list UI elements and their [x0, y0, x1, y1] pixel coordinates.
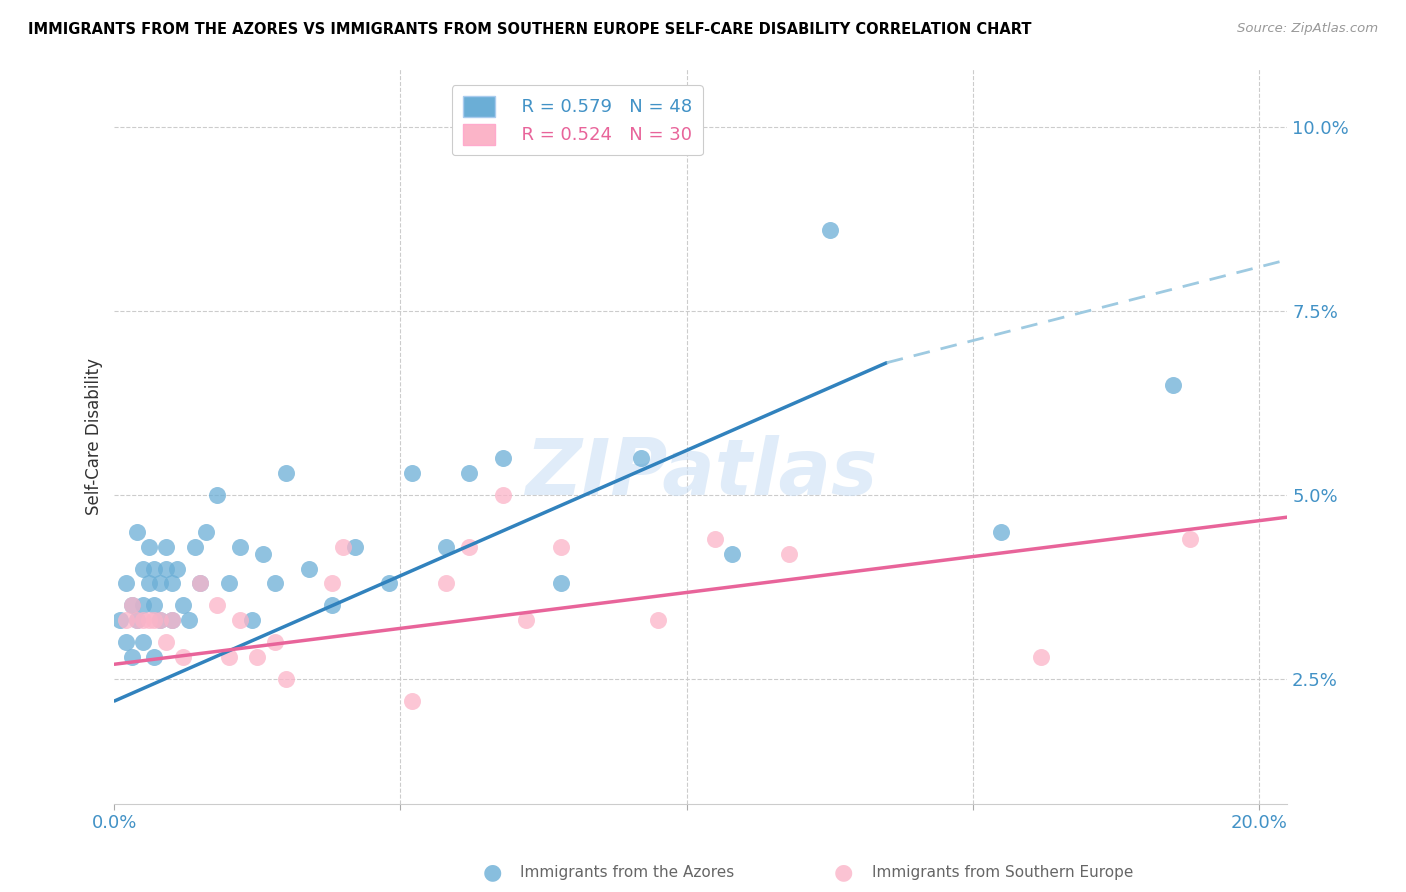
- Point: [218, 649, 240, 664]
- Point: [252, 547, 274, 561]
- Point: [990, 524, 1012, 539]
- Point: [401, 466, 423, 480]
- Point: [172, 649, 194, 664]
- Point: [458, 540, 481, 554]
- Point: [458, 466, 481, 480]
- Point: [1161, 377, 1184, 392]
- Point: [121, 599, 143, 613]
- Legend:   R = 0.579   N = 48,   R = 0.524   N = 30: R = 0.579 N = 48, R = 0.524 N = 30: [451, 85, 703, 155]
- Point: [127, 613, 149, 627]
- Point: [166, 561, 188, 575]
- Point: [155, 561, 177, 575]
- Point: [550, 576, 572, 591]
- Point: [378, 576, 401, 591]
- Point: [207, 488, 229, 502]
- Point: [149, 613, 172, 627]
- Point: [332, 540, 354, 554]
- Point: [149, 613, 172, 627]
- Point: [207, 599, 229, 613]
- Point: [188, 576, 211, 591]
- Point: [818, 223, 841, 237]
- Point: [143, 649, 166, 664]
- Point: [492, 488, 515, 502]
- Point: [434, 576, 457, 591]
- Point: [143, 613, 166, 627]
- Point: [172, 599, 194, 613]
- Point: [1178, 533, 1201, 547]
- Point: [401, 694, 423, 708]
- Point: [188, 576, 211, 591]
- Point: [343, 540, 366, 554]
- Text: ZIPatlas: ZIPatlas: [524, 435, 877, 511]
- Point: [779, 547, 801, 561]
- Point: [155, 635, 177, 649]
- Point: [143, 561, 166, 575]
- Point: [246, 649, 269, 664]
- Point: [143, 599, 166, 613]
- Point: [263, 635, 285, 649]
- Point: [115, 576, 138, 591]
- Point: [630, 451, 652, 466]
- Point: [434, 540, 457, 554]
- Point: [121, 599, 143, 613]
- Point: [132, 635, 155, 649]
- Point: [132, 613, 155, 627]
- Y-axis label: Self-Care Disability: Self-Care Disability: [86, 358, 103, 515]
- Point: [115, 635, 138, 649]
- Text: Immigrants from the Azores: Immigrants from the Azores: [520, 865, 734, 880]
- Point: [1031, 649, 1053, 664]
- Point: [274, 466, 297, 480]
- Point: [704, 533, 727, 547]
- Text: ●: ●: [482, 863, 502, 882]
- Point: [160, 576, 183, 591]
- Text: Immigrants from Southern Europe: Immigrants from Southern Europe: [872, 865, 1133, 880]
- Point: [263, 576, 285, 591]
- Point: [115, 613, 138, 627]
- Point: [155, 540, 177, 554]
- Point: [127, 613, 149, 627]
- Point: [183, 540, 205, 554]
- Point: [160, 613, 183, 627]
- Point: [240, 613, 263, 627]
- Text: Source: ZipAtlas.com: Source: ZipAtlas.com: [1237, 22, 1378, 36]
- Point: [229, 613, 252, 627]
- Point: [274, 672, 297, 686]
- Point: [721, 547, 744, 561]
- Point: [515, 613, 537, 627]
- Point: [127, 524, 149, 539]
- Point: [138, 576, 160, 591]
- Point: [550, 540, 572, 554]
- Point: [298, 561, 321, 575]
- Point: [132, 599, 155, 613]
- Text: IMMIGRANTS FROM THE AZORES VS IMMIGRANTS FROM SOUTHERN EUROPE SELF-CARE DISABILI: IMMIGRANTS FROM THE AZORES VS IMMIGRANTS…: [28, 22, 1032, 37]
- Point: [492, 451, 515, 466]
- Point: [138, 540, 160, 554]
- Point: [194, 524, 217, 539]
- Point: [108, 613, 131, 627]
- Point: [647, 613, 669, 627]
- Point: [177, 613, 200, 627]
- Point: [132, 561, 155, 575]
- Text: ●: ●: [834, 863, 853, 882]
- Point: [321, 599, 343, 613]
- Point: [160, 613, 183, 627]
- Point: [321, 576, 343, 591]
- Point: [121, 649, 143, 664]
- Point: [138, 613, 160, 627]
- Point: [149, 576, 172, 591]
- Point: [218, 576, 240, 591]
- Point: [229, 540, 252, 554]
